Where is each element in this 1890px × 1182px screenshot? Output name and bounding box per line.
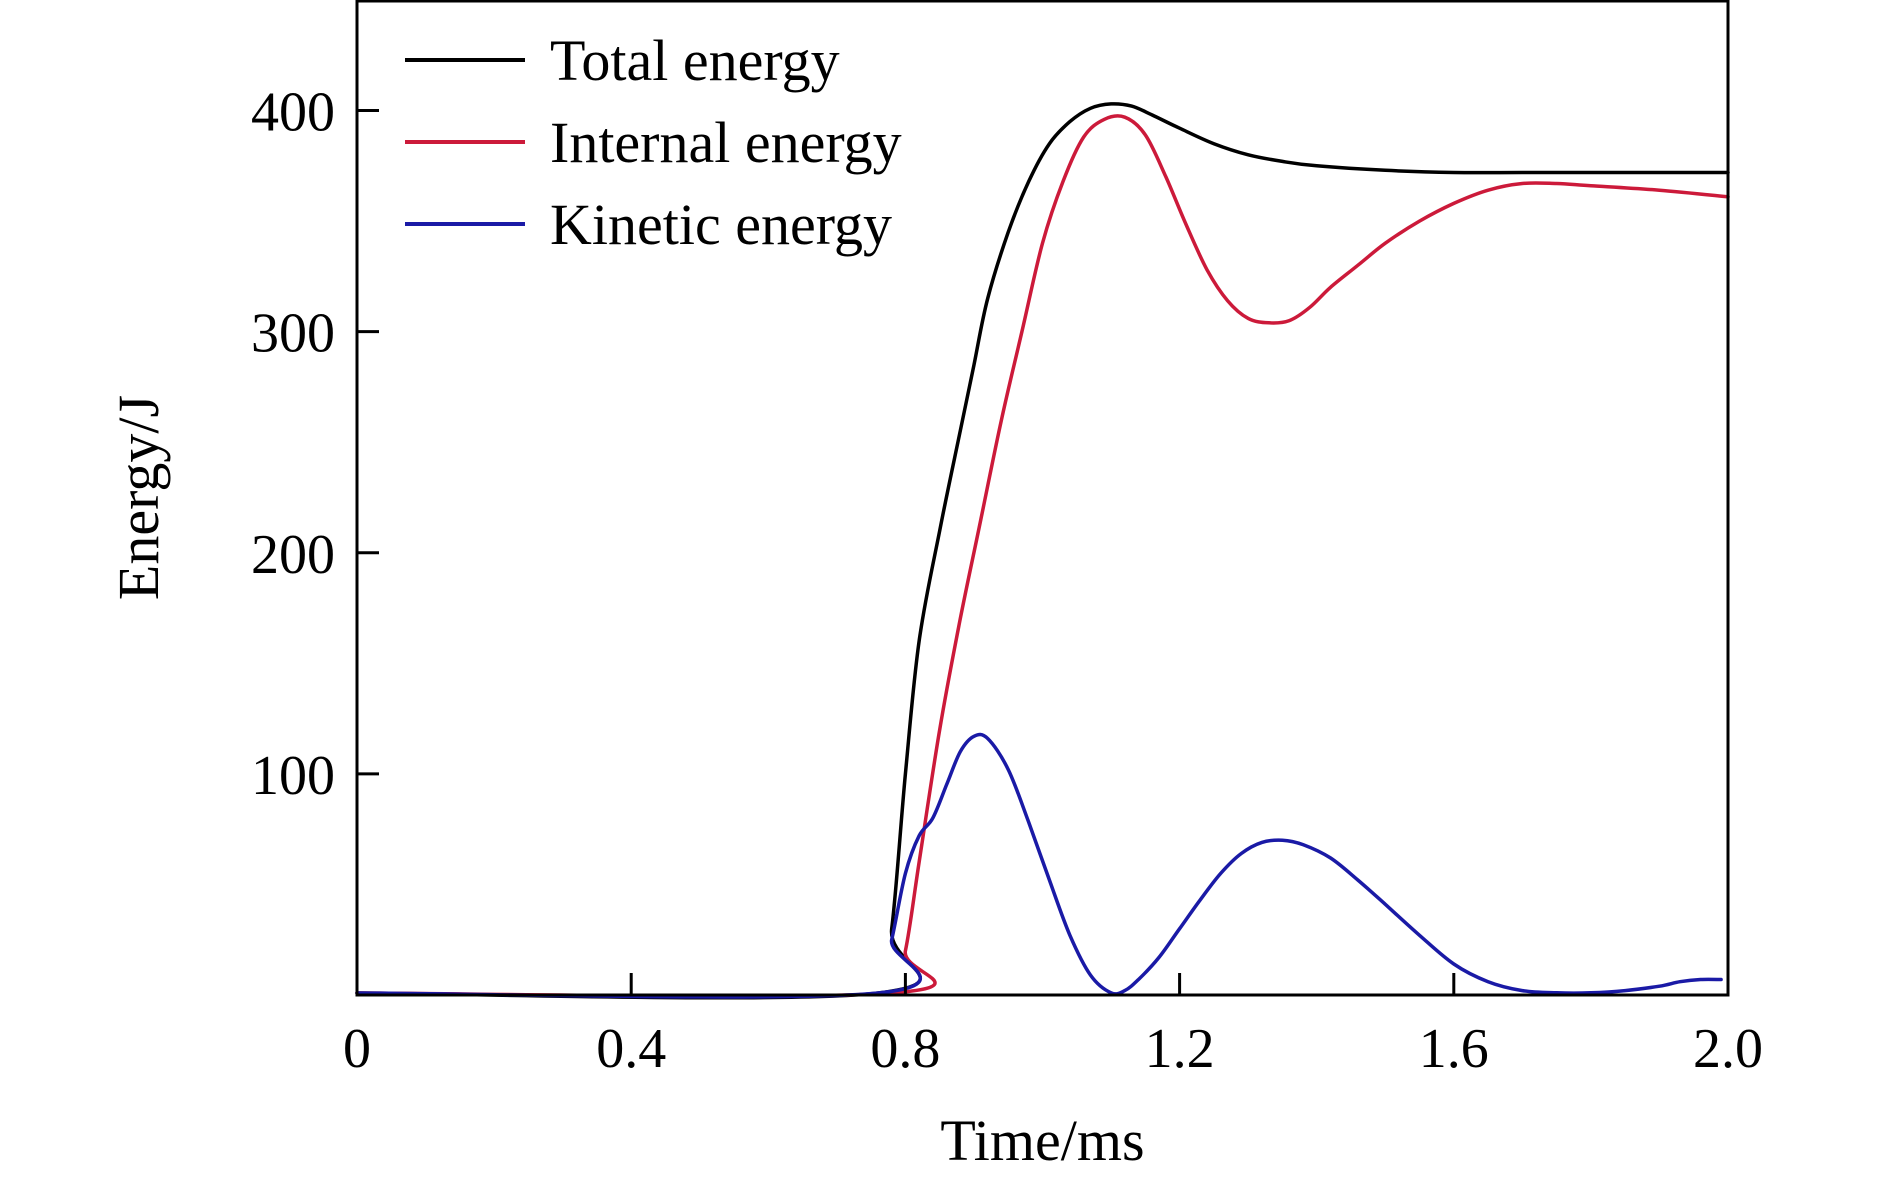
- y-tick-label: 300: [251, 303, 335, 365]
- x-tick-label: 0.8: [870, 1018, 940, 1080]
- plot-border: [355, 0, 1730, 997]
- y-axis-title: Energy/J: [106, 395, 171, 600]
- x-tick-label: 0: [343, 1018, 371, 1080]
- internal-energy-line: [355, 114, 1730, 998]
- axis-tick-labels: 0 0.4 0.8 1.2 1.6 2.0 100 200 300 400: [251, 82, 1763, 1080]
- total-energy-line: [355, 102, 1730, 1000]
- x-tick-label: 2.0: [1693, 1018, 1763, 1080]
- x-tick-label: 0.4: [596, 1018, 666, 1080]
- y-tick-label: 200: [251, 524, 335, 586]
- y-tick-label: 100: [251, 745, 335, 807]
- x-tick-label: 1.6: [1419, 1018, 1489, 1080]
- axis-ticks: [357, 109, 1456, 995]
- total-energy-legend-label: Total energy: [550, 28, 840, 93]
- series-lines: [355, 102, 1730, 1000]
- plot-frame: [355, 0, 1730, 997]
- internal-energy-legend-label: Internal energy: [550, 110, 902, 175]
- x-axis-title: Time/ms: [940, 1108, 1144, 1173]
- x-tick-label: 1.2: [1145, 1018, 1215, 1080]
- legend: Total energy Internal energy Kinetic energ…: [405, 28, 902, 257]
- kinetic-energy-line: [355, 732, 1723, 999]
- kinetic-energy-legend-label: Kinetic energy: [550, 192, 892, 257]
- y-tick-label: 400: [251, 82, 335, 144]
